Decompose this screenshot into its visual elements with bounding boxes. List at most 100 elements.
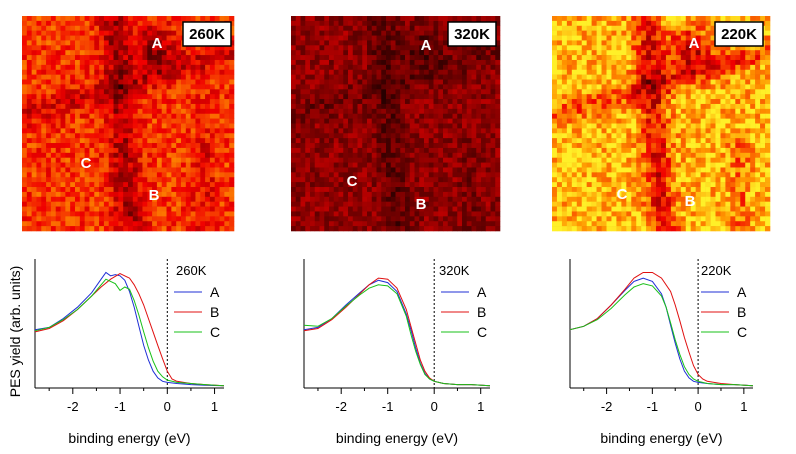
map-pixel <box>606 45 612 51</box>
map-pixel <box>36 84 42 90</box>
map-pixel <box>343 147 349 154</box>
map-pixel <box>476 196 482 202</box>
map-pixel <box>581 35 587 41</box>
map-pixel <box>705 94 711 100</box>
map-pixel <box>395 99 401 105</box>
map-pixel <box>314 79 320 85</box>
map-pixel <box>176 152 182 159</box>
map-pixel <box>132 59 138 66</box>
map-pixel <box>75 187 81 193</box>
map-pixel <box>586 35 592 41</box>
map-pixel <box>79 45 85 51</box>
map-pixel <box>156 138 163 144</box>
map-pixel <box>60 128 66 134</box>
map-pixel <box>641 30 647 36</box>
map-pixel <box>765 99 771 105</box>
map-pixel <box>591 30 597 36</box>
map-pixel <box>22 162 28 168</box>
map-pixel <box>690 50 696 56</box>
map-pixel <box>103 211 110 217</box>
map-pixel <box>656 94 662 100</box>
map-pixel <box>466 196 472 202</box>
map-pixel <box>651 20 657 27</box>
map-pixel <box>348 128 354 134</box>
map-pixel <box>750 123 756 129</box>
map-pixel <box>424 16 430 22</box>
map-pixel <box>710 55 716 61</box>
map-pixel <box>314 201 320 207</box>
map-pixel <box>409 133 415 139</box>
map-pixel <box>376 143 382 149</box>
map-pixel <box>205 79 211 85</box>
map-pixel <box>710 20 716 27</box>
map-pixel <box>428 79 434 85</box>
map-pixel <box>428 20 434 27</box>
map-pixel <box>310 221 316 227</box>
map-pixel <box>414 147 420 154</box>
map-pixel <box>443 55 449 61</box>
map-pixel <box>128 30 134 36</box>
map-pixel <box>675 79 682 85</box>
map-pixel <box>476 152 482 159</box>
map-pixel <box>438 182 444 188</box>
map-pixel <box>400 187 406 193</box>
map-pixel <box>113 99 119 105</box>
map-pixel <box>36 108 42 115</box>
map-pixel <box>36 206 42 212</box>
map-pixel <box>94 64 100 71</box>
map-pixel <box>137 138 143 144</box>
map-pixel <box>390 59 396 66</box>
map-pixel <box>419 59 425 66</box>
map-pixel <box>466 123 472 129</box>
map-pixel <box>636 40 642 46</box>
map-pixel <box>152 162 158 168</box>
map-pixel <box>705 25 711 31</box>
map-pixel <box>161 177 167 183</box>
map-pixel <box>36 182 42 188</box>
map-pixel <box>229 201 235 207</box>
map-pixel <box>745 108 751 115</box>
map-pixel <box>190 196 196 202</box>
map-pixel <box>466 167 472 173</box>
map-pixel <box>490 172 496 178</box>
map-pixel <box>656 20 662 27</box>
map-pixel <box>419 196 425 202</box>
map-pixel <box>471 201 477 207</box>
map-pixel <box>485 118 491 124</box>
map-pixel <box>22 69 28 75</box>
map-pixel <box>46 191 52 198</box>
map-pixel <box>190 216 196 222</box>
map-pixel <box>176 59 182 66</box>
map-pixel <box>646 79 652 85</box>
map-pixel <box>495 103 501 110</box>
map-pixel <box>94 89 100 95</box>
map-pixel <box>685 55 692 61</box>
map-pixel <box>576 99 583 105</box>
map-pixel <box>156 69 163 75</box>
map-pixel <box>611 74 617 80</box>
map-pixel <box>224 162 230 168</box>
map-pixel <box>357 191 363 198</box>
map-pixel <box>229 226 235 232</box>
map-pixel <box>611 108 617 115</box>
map-pixel <box>123 79 129 85</box>
map-pixel <box>452 196 458 202</box>
map-pixel <box>75 30 81 36</box>
map-pixel <box>725 128 731 134</box>
map-pixel <box>55 30 61 36</box>
map-pixel <box>319 211 325 217</box>
map-pixel <box>381 30 387 36</box>
map-pixel <box>291 74 297 80</box>
map-pixel <box>576 59 583 66</box>
map-pixel <box>670 35 677 41</box>
map-pixel <box>99 45 105 51</box>
map-pixel <box>386 182 392 188</box>
map-pixel <box>65 221 71 227</box>
map-pixel <box>147 35 153 41</box>
map-pixel <box>735 108 741 115</box>
map-pixel <box>447 182 453 188</box>
map-pixel <box>591 138 597 144</box>
map-pixel <box>386 30 392 36</box>
map-pixel <box>219 133 225 139</box>
